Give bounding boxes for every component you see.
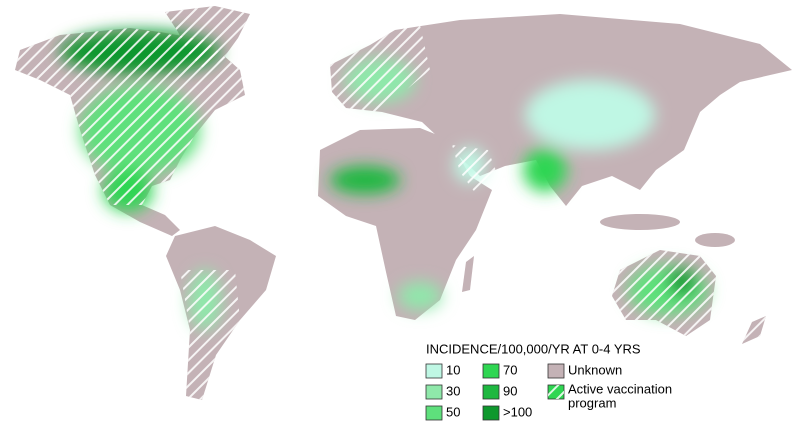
legend-label: 10: [446, 362, 460, 377]
region-sahel: [330, 166, 400, 194]
legend-label: 90: [503, 383, 517, 398]
legend-title: INCIDENCE/100,000/YR AT 0-4 YRS: [426, 341, 641, 356]
legend-label: 70: [503, 362, 517, 377]
hatch-arabia: [452, 145, 498, 194]
region-china: [525, 80, 655, 150]
legend-swatch: [482, 363, 500, 379]
japan: [672, 95, 698, 138]
legend-swatch: [482, 384, 500, 400]
hatch-greenland: [165, 6, 250, 70]
legend-label: Unknown: [568, 362, 622, 377]
legend-swatch: [425, 363, 443, 379]
hatch-russia-west: [330, 25, 430, 112]
hatch-north-america: [15, 28, 245, 205]
legend-swatch-hatch: [548, 385, 564, 399]
madagascar: [462, 256, 474, 292]
legend-label: Active vaccination: [568, 381, 672, 396]
indonesia: [600, 214, 680, 230]
legend-label: program: [568, 395, 616, 410]
legend: INCIDENCE/100,000/YR AT 0-4 YRS 10 30 50 70…: [425, 341, 672, 421]
legend-swatch: [425, 405, 443, 421]
new-guinea: [695, 233, 735, 247]
legend-swatch: [482, 405, 500, 421]
legend-label: 30: [446, 383, 460, 398]
legend-label: 50: [446, 404, 460, 419]
hatch-new-zealand: [742, 316, 766, 344]
legend-swatch: [425, 384, 443, 400]
legend-swatch: [547, 363, 565, 379]
region-south-africa: [398, 282, 442, 310]
legend-label: >100: [503, 404, 532, 419]
region-india: [523, 148, 567, 192]
vaccination-areas: [15, 6, 766, 400]
hatch-australia: [612, 250, 716, 336]
hatch-south-cone: [180, 270, 240, 400]
